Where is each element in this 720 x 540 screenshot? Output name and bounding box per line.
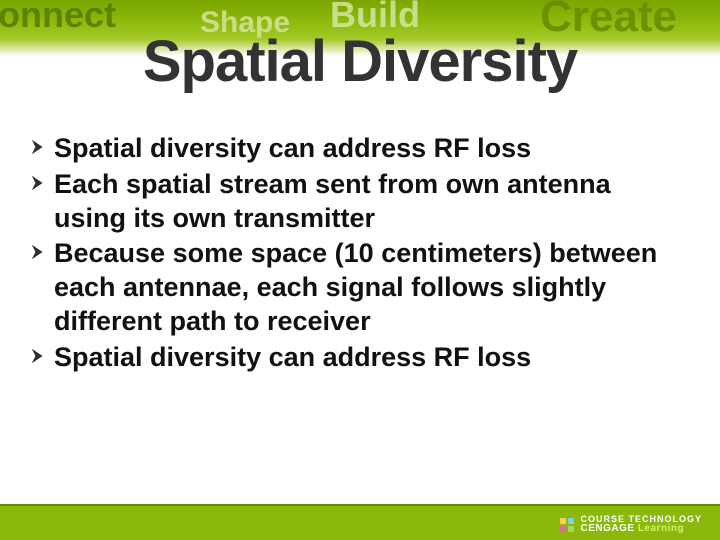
bullet-arrow-icon [30, 174, 48, 192]
footer: COURSE TECHNOLOGY CENGAGE Learning [0, 482, 720, 540]
logo-line2: CENGAGE Learning [580, 524, 702, 534]
bullet-item: Spatial diversity can address RF loss [30, 132, 690, 166]
bullet-arrow-icon [30, 243, 48, 261]
bullet-text: Because some space (10 centimeters) betw… [54, 237, 690, 338]
bullet-item: Spatial diversity can address RF loss [30, 341, 690, 375]
bullet-arrow-icon [30, 138, 48, 156]
logo-dots-icon [560, 518, 574, 532]
bullet-text: Spatial diversity can address RF loss [54, 132, 531, 166]
bullet-text: Spatial diversity can address RF loss [54, 341, 531, 375]
slide-title: Spatial Diversity [0, 28, 720, 95]
bullet-text: Each spatial stream sent from own antenn… [54, 168, 690, 236]
bullet-item: Each spatial stream sent from own antenn… [30, 168, 690, 236]
publisher-logo: COURSE TECHNOLOGY CENGAGE Learning [560, 515, 702, 534]
bullet-arrow-icon [30, 347, 48, 365]
bullet-item: Because some space (10 centimeters) betw… [30, 237, 690, 338]
content-area: Spatial diversity can address RF lossEac… [30, 132, 690, 376]
slide: ConnectShapeBuildCreate Spatial Diversit… [0, 0, 720, 540]
